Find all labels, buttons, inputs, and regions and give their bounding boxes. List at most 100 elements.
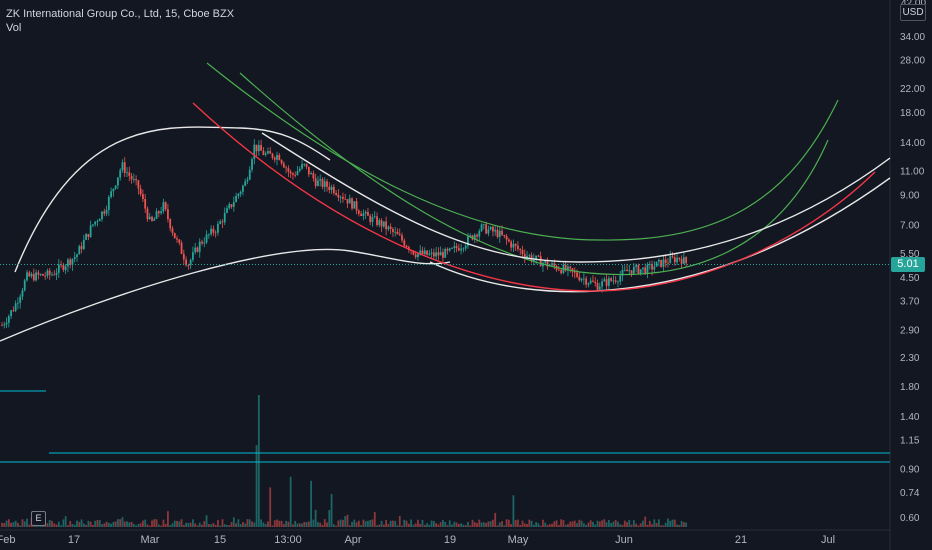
volume-bar [292,524,294,527]
candle-body [219,221,222,224]
candle-body [39,274,42,275]
candle-body [355,201,358,211]
volume-bar [398,515,401,527]
volume-bar [626,522,628,527]
candle-body [394,231,397,233]
arc-outer-white[interactable] [14,126,331,273]
price-axis[interactable]: 42.0034.0028.0022.0018.0014.0011.009.007… [900,0,926,524]
volume-bar [85,524,87,527]
volume-bar [680,520,683,527]
candle-body [194,247,197,253]
volume-bar [605,522,608,527]
volume-bar [467,521,469,527]
candle-body [332,186,335,193]
volume-bar [17,522,19,527]
volume-bar [382,524,385,527]
volume-bar [432,520,435,527]
symbol-title: ZK International Group Co., Ltd, 15, Cbo… [6,8,235,20]
volume-bar [296,523,299,527]
candle-body [571,268,574,272]
candle-body [292,173,294,175]
candle-body [121,162,124,171]
volume-bars [1,395,688,527]
curve-white-mid[interactable] [261,132,891,263]
candle-body [69,259,72,265]
candle-body [514,243,517,246]
time-tick-label: May [508,534,529,546]
candle-body [519,249,522,250]
events-button[interactable]: E [31,511,46,526]
candle-body [682,257,685,264]
candle-body [619,275,622,282]
candle-body [567,266,569,271]
volume-bar [321,524,324,527]
candle-body [673,257,676,263]
volume-bar [346,514,349,527]
volume-bar [335,525,338,527]
volume-bar [96,520,99,527]
candle-body [282,163,285,168]
volume-bar [53,523,56,527]
candle-body [473,234,476,240]
volume-bar [194,523,197,527]
volume-bar [51,520,53,527]
candle-body [32,273,35,281]
price-tick-label: 14.00 [900,138,925,149]
volume-bar [255,445,258,527]
candle-body [335,192,338,195]
volume-bar [553,521,556,527]
candle-body [171,228,174,233]
volume-bar [105,521,108,527]
arc-inner-white-lower[interactable] [0,248,451,342]
volume-bar [312,519,315,527]
volume-bar [430,520,433,527]
volume-bar [478,519,481,527]
volume-bar [67,525,69,527]
volume-bar [239,524,242,527]
candle-body [169,219,172,229]
time-axis[interactable]: Feb 17 Mar 15 13:00 Apr 19 May Jun 21 Jul [0,534,835,546]
curve-white-lower[interactable] [429,177,891,293]
candle-body [448,248,451,251]
candle-body [303,163,306,165]
candle-body [53,274,56,276]
candle-body [146,208,149,220]
volume-bar [598,521,601,527]
currency-button[interactable]: USD [900,4,926,21]
curve-green-outer[interactable] [206,62,839,241]
curve-green-inner[interactable] [239,72,829,276]
candle-body [162,202,165,212]
candle-body [380,220,383,227]
candle-body [260,145,263,151]
curve-red[interactable] [192,102,876,292]
volume-bar [667,518,669,527]
volume-bar [19,525,22,527]
candle-body [26,272,28,281]
candle-body [212,228,215,233]
candle-body [23,280,26,291]
candle-body [307,166,310,175]
candle-body [80,246,83,249]
candle-body [176,238,178,240]
price-tick-label: 3.70 [900,296,920,307]
volume-bar [110,523,112,527]
candle-body [426,250,428,255]
candle-body [78,246,81,255]
volume-bar [607,520,610,527]
volume-bar [373,512,376,527]
volume-bar [301,523,303,527]
candle-body [462,248,465,250]
volume-bar [294,520,297,527]
candle-body [532,259,535,261]
price-tick-label: 18.00 [900,108,925,119]
volume-bar [57,521,60,527]
volume-bar [326,522,328,527]
candle-body [660,259,663,267]
volume-bar [514,520,517,527]
volume-bar [582,523,585,527]
volume-bar [635,523,638,527]
volume-bar [103,523,106,527]
candle-body [371,217,374,223]
candle-body [76,254,78,257]
